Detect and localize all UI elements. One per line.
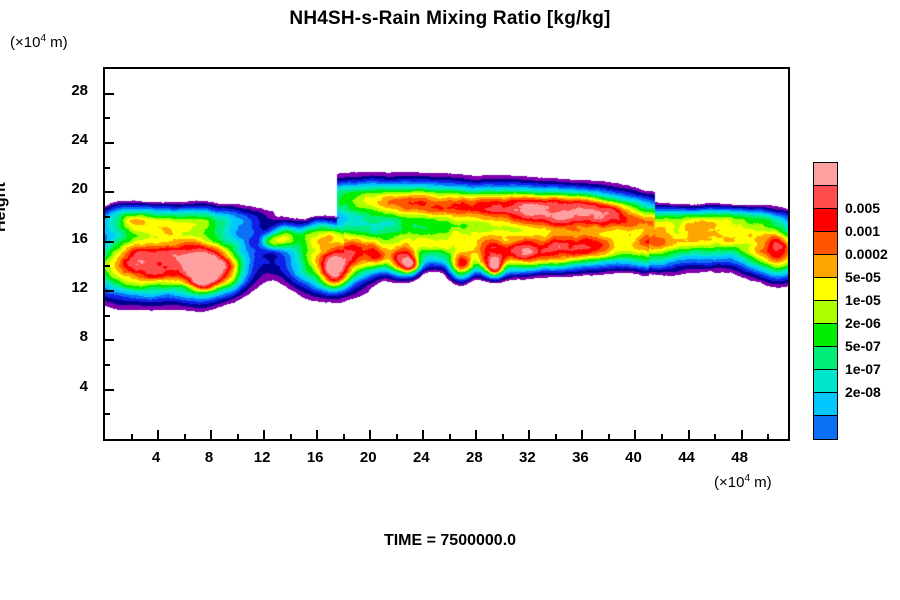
colorbar — [813, 162, 838, 440]
colorbar-label: 1e-05 — [845, 292, 881, 308]
x-tick-major — [210, 430, 213, 439]
y-tick-label: 24 — [71, 131, 88, 148]
colorbar-band — [814, 209, 837, 232]
colorbar-label: 0.005 — [845, 200, 881, 216]
x-unit-suffix: m) — [750, 474, 772, 491]
y-tick-minor — [105, 314, 110, 317]
colorbar-label: 5e-07 — [845, 338, 881, 354]
x-tick-major — [263, 430, 266, 439]
x-axis-unit-label: (×104 m) — [714, 473, 772, 492]
colorbar-band — [814, 255, 837, 278]
x-tick-label: 4 — [151, 449, 161, 466]
x-tick-label: 40 — [625, 449, 642, 466]
contour-field-canvas — [105, 69, 788, 439]
colorbar-label: 5e-05 — [845, 269, 881, 285]
y-tick-label: 4 — [79, 377, 88, 395]
x-tick-label: 32 — [519, 449, 536, 466]
x-tick-major — [369, 430, 372, 439]
colorbar-label: 0.001 — [845, 223, 881, 239]
page-title: NH4SH-s-Rain Mixing Ratio [kg/kg] — [289, 8, 611, 29]
x-tick-major — [687, 430, 690, 439]
x-tick-label: 28 — [465, 449, 483, 466]
colorbar-band — [814, 301, 837, 324]
colorbar-band — [814, 324, 837, 347]
y-axis-unit-label: (×104 m) — [10, 33, 68, 52]
y-tick-label: 16 — [71, 229, 88, 247]
x-tick-label: 20 — [359, 449, 377, 466]
y-axis-title: Height — [0, 182, 9, 232]
y-tick-minor — [105, 413, 110, 416]
colorbar-band — [814, 163, 837, 186]
y-tick-major — [105, 388, 114, 391]
x-tick-minor — [767, 434, 770, 439]
y-tick-major — [105, 240, 114, 243]
colorbar-band — [814, 347, 837, 370]
colorbar-label: 0.0002 — [845, 245, 888, 262]
x-tick-minor — [342, 434, 345, 439]
x-tick-major — [157, 430, 160, 439]
x-tick-minor — [395, 434, 398, 439]
y-tick-minor — [105, 216, 110, 218]
x-tick-label: 16 — [306, 449, 324, 466]
x-tick-label: 36 — [572, 449, 589, 466]
x-tick-minor — [554, 434, 557, 439]
y-tick-minor — [105, 117, 110, 120]
x-tick-minor — [236, 434, 239, 439]
x-tick-label: 8 — [204, 449, 214, 466]
x-tick-label: 12 — [253, 449, 271, 466]
x-tick-major — [475, 430, 478, 439]
colorbar-band — [814, 416, 837, 439]
x-tick-label: 44 — [678, 449, 695, 466]
x-tick-minor — [661, 434, 663, 439]
x-tick-label: 48 — [731, 449, 748, 466]
y-tick-label: 8 — [79, 328, 88, 346]
x-tick-minor — [289, 434, 292, 439]
x-unit-prefix: (×10 — [714, 474, 745, 491]
plot-area — [103, 67, 790, 441]
y-tick-label: 28 — [71, 81, 88, 99]
colorbar-band — [814, 278, 837, 301]
colorbar-label: 2e-08 — [845, 383, 881, 400]
y-tick-minor — [105, 166, 110, 169]
y-tick-major — [105, 92, 114, 95]
x-tick-minor — [183, 434, 186, 439]
colorbar-band — [814, 186, 837, 209]
y-tick-minor — [105, 265, 110, 268]
y-tick-major — [105, 142, 114, 144]
x-tick-major — [740, 430, 743, 439]
x-tick-major — [528, 430, 531, 439]
colorbar-band — [814, 370, 837, 393]
y-unit-suffix: m) — [46, 34, 68, 51]
x-tick-major — [316, 430, 319, 439]
y-tick-major — [105, 191, 114, 194]
x-tick-minor — [714, 434, 717, 439]
x-tick-major — [422, 430, 425, 439]
y-tick-major — [105, 290, 114, 292]
y-tick-label: 20 — [71, 180, 88, 198]
colorbar-band — [814, 393, 837, 416]
x-tick-minor — [501, 434, 504, 439]
y-tick-major — [105, 339, 114, 342]
y-tick-label: 12 — [71, 279, 88, 296]
x-tick-major — [634, 430, 637, 439]
colorbar-band — [814, 232, 837, 255]
colorbar-label: 2e-06 — [845, 314, 881, 331]
time-caption: TIME = 7500000.0 — [383, 532, 517, 549]
y-unit-prefix: (×10 — [10, 34, 41, 51]
x-tick-minor — [607, 434, 610, 439]
x-tick-minor — [448, 434, 451, 439]
x-tick-major — [581, 430, 584, 439]
y-tick-minor — [105, 364, 110, 366]
y-unit-exponent: 4 — [40, 33, 47, 44]
colorbar-label: 1e-07 — [845, 361, 881, 377]
x-tick-minor — [130, 434, 133, 439]
x-unit-exponent: 4 — [744, 473, 751, 484]
x-tick-label: 24 — [412, 449, 430, 466]
